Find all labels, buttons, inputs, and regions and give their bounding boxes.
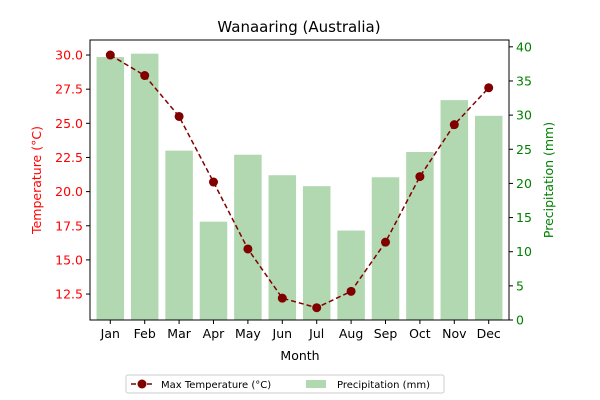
precip-bar-aug xyxy=(337,230,365,320)
y-left-tick-label: 17.5 xyxy=(55,218,83,233)
precip-bar-sep xyxy=(371,177,400,320)
temperature-point-apr xyxy=(208,177,218,187)
legend: Max Temperature (°C) Precipitation (mm) xyxy=(125,374,445,394)
legend-marker-swatch xyxy=(137,379,147,389)
legend-frame xyxy=(125,374,445,394)
x-tick-label: May xyxy=(235,326,261,341)
y-left-tick-label: 22.5 xyxy=(55,150,83,165)
x-tick-label: Feb xyxy=(134,326,156,341)
temperature-point-may xyxy=(243,244,253,254)
plot-area: Jan Feb Mar Apr May Jun Jul Aug Sep Oct Nov Dec 12.5… xyxy=(55,39,532,341)
x-tick-label: Aug xyxy=(339,326,363,341)
temperature-point-aug xyxy=(346,286,356,296)
y-right-axis-label: Precipitation (mm) xyxy=(541,122,556,238)
temperature-point-oct xyxy=(415,172,425,182)
temperature-line xyxy=(109,54,490,309)
precip-bar-feb xyxy=(130,53,159,320)
y-left-tick-label: 27.5 xyxy=(55,82,83,97)
y-left-tick-label: 15.0 xyxy=(55,252,83,267)
precip-bar-jan xyxy=(96,57,125,320)
x-tick-label: Apr xyxy=(203,326,225,341)
y-right-tick-label: 15 xyxy=(516,210,532,225)
x-tick-label: Sep xyxy=(374,326,398,341)
x-tick-label: Jul xyxy=(308,326,324,341)
precip-bar-may xyxy=(234,154,262,320)
y-left-axis-label: Temperature (°C) xyxy=(29,126,44,235)
temperature-point-nov xyxy=(449,120,459,130)
y-right-tick-label: 35 xyxy=(516,73,532,88)
y-left-tick-label: 25.0 xyxy=(55,116,83,131)
y-right-tick-label: 25 xyxy=(516,142,532,157)
x-tick-label: Oct xyxy=(409,326,431,341)
y-right-tick-label: 10 xyxy=(516,244,532,259)
y-right-tick-label: 5 xyxy=(516,278,524,293)
y-right-tick-label: 20 xyxy=(516,176,532,191)
x-tick-label: Nov xyxy=(442,326,467,341)
temperature-point-dec xyxy=(484,83,494,93)
y-left-tick-label: 20.0 xyxy=(55,184,83,199)
x-tick-label: Jun xyxy=(272,326,293,341)
precip-bar-apr xyxy=(199,221,228,320)
y-left-tick-label: 12.5 xyxy=(55,287,83,302)
legend-bar-swatch xyxy=(306,380,326,388)
temperature-point-jan xyxy=(105,50,115,60)
legend-label-temperature: Max Temperature (°C) xyxy=(161,380,271,391)
x-tick-label: Jan xyxy=(100,326,120,341)
precip-bar-mar xyxy=(165,150,193,320)
y-right-tick-label: 30 xyxy=(516,108,532,123)
y-right-tick-label: 40 xyxy=(516,39,532,54)
precip-bar-nov xyxy=(440,100,469,320)
temperature-point-jun xyxy=(277,293,287,303)
y-left-tick-label: 30.0 xyxy=(55,48,83,63)
temperature-point-feb xyxy=(140,71,150,81)
legend-label-precipitation: Precipitation (mm) xyxy=(337,380,430,391)
x-axis-label: Month xyxy=(280,348,319,363)
x-tick-label: Dec xyxy=(477,326,501,341)
temperature-point-mar xyxy=(174,111,184,121)
temperature-point-sep xyxy=(381,237,391,247)
x-tick-label: Mar xyxy=(167,326,191,341)
chart-title: Wanaaring (Australia) xyxy=(217,18,380,36)
y-right-tick-label: 0 xyxy=(516,313,524,328)
precip-bar-jul xyxy=(302,186,331,320)
temperature-point-jul xyxy=(312,303,322,313)
plot-frame xyxy=(89,39,510,321)
precip-bar-dec xyxy=(474,115,503,321)
